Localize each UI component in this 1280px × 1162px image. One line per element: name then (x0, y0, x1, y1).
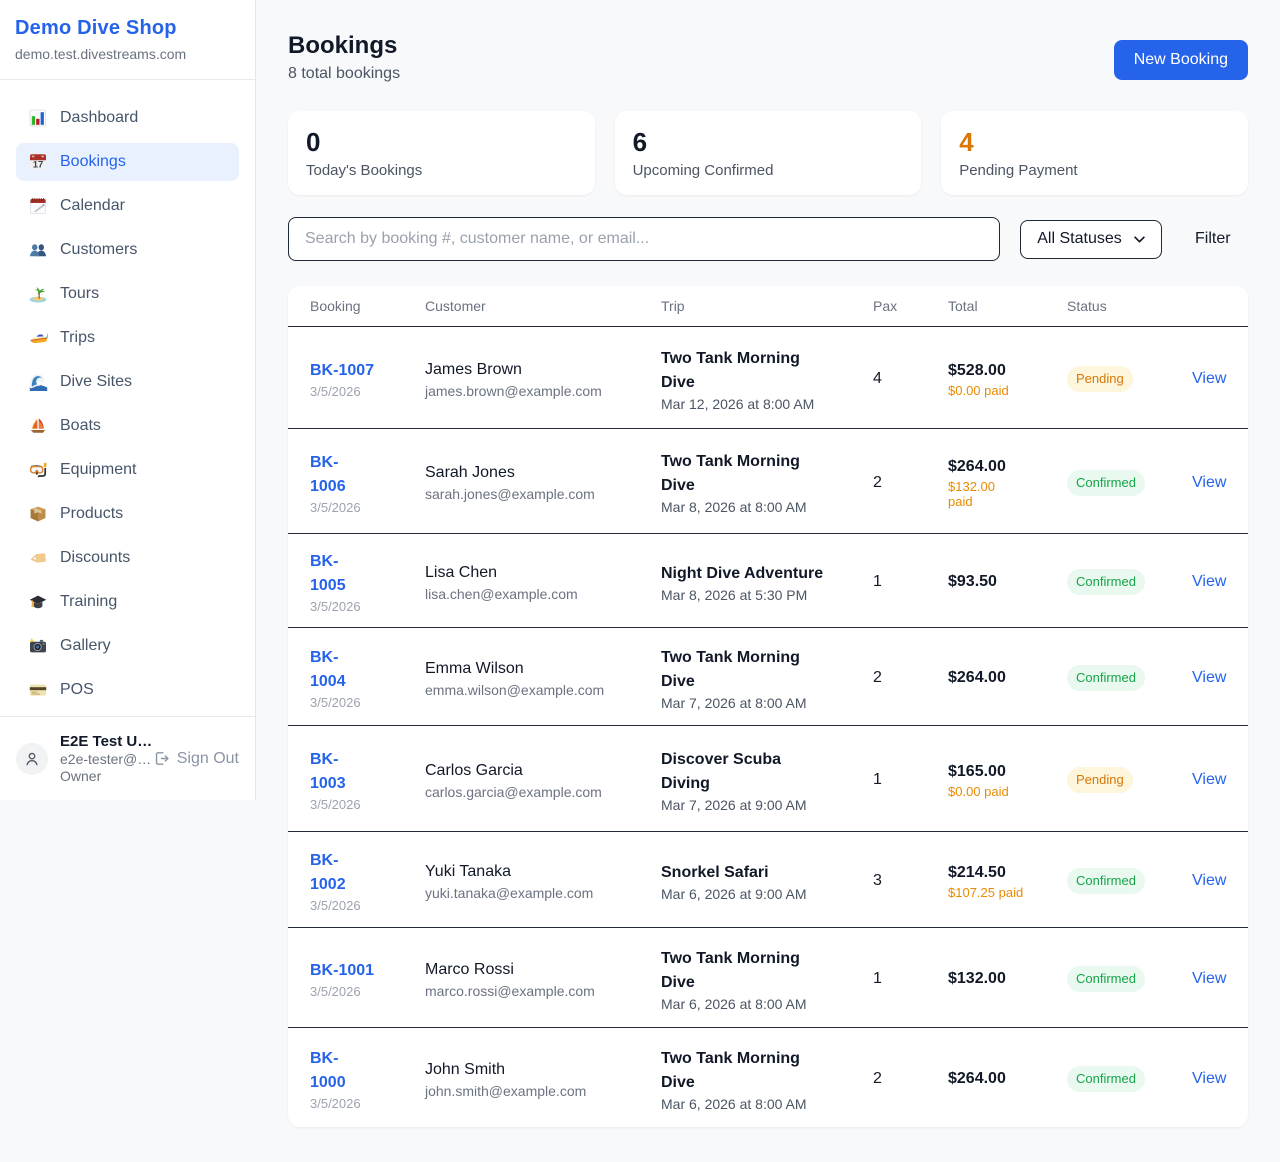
svg-text:17: 17 (33, 160, 44, 171)
